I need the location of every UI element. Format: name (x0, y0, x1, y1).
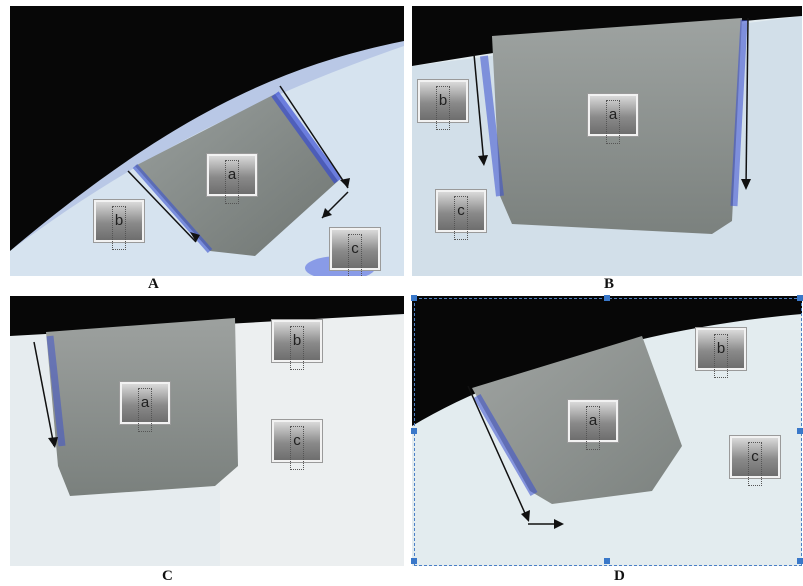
selection-frame[interactable] (414, 298, 802, 566)
panel-label-c: C (162, 568, 173, 584)
tag-b: b (272, 320, 322, 370)
tag-a: a (207, 154, 257, 204)
panel-label-d: D (614, 568, 625, 584)
tag-a: a (568, 400, 618, 450)
tag-a: a (120, 382, 170, 432)
tag-a: a (588, 94, 638, 144)
tag-c: c (436, 190, 486, 240)
resize-handle-right[interactable] (797, 428, 803, 434)
tag-b: b (418, 80, 468, 130)
resize-handle-bottom-left[interactable] (411, 558, 417, 564)
panel-a-image: a b c (10, 6, 404, 276)
resize-handle-left[interactable] (411, 428, 417, 434)
tag-c: c (272, 420, 322, 470)
tag-b: b (94, 200, 144, 250)
resize-handle-bottom[interactable] (604, 558, 610, 564)
panel-b-image: a b c (412, 6, 802, 276)
resize-handle-top-left[interactable] (411, 295, 417, 301)
resize-handle-top-right[interactable] (797, 295, 803, 301)
resize-handle-bottom-right[interactable] (797, 558, 803, 564)
tag-b: b (696, 328, 746, 378)
panel-c-image: a b c (10, 296, 404, 566)
tag-c: c (330, 228, 380, 276)
panel-label-a: A (148, 276, 159, 292)
panel-d-image: a b c (412, 296, 802, 566)
resize-handle-top[interactable] (604, 295, 610, 301)
tag-c: c (730, 436, 780, 486)
panel-label-b: B (604, 276, 615, 292)
